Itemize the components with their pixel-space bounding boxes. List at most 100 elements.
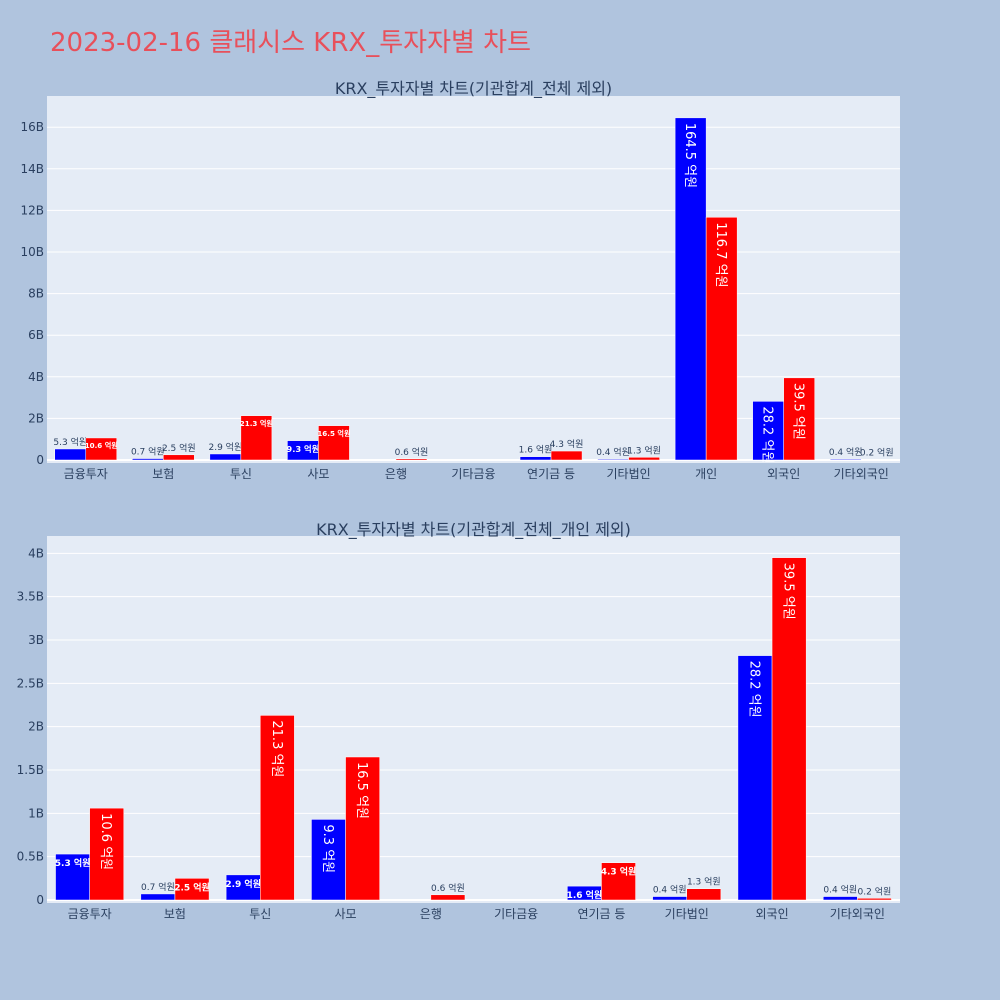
data-label: 21.3 억원 <box>240 419 273 428</box>
bar-series-b <box>395 458 428 461</box>
y-tick-label: 1.5B <box>17 763 44 777</box>
x-tick-label: 기타외국인 <box>830 907 885 921</box>
data-label: 0.4 억원 <box>823 884 857 896</box>
data-label: 116.7 억원 <box>713 222 728 287</box>
bar-series-b <box>771 557 807 901</box>
y-tick-label: 6B <box>28 328 44 342</box>
data-label: 2.9 억원 <box>208 441 242 453</box>
x-tick-label: 연기금 등 <box>527 467 575 481</box>
bar-series-b <box>318 425 350 461</box>
x-tick-label: 보험 <box>152 467 174 481</box>
bar-series-b <box>85 437 118 461</box>
data-label: 28.2 억원 <box>746 661 761 718</box>
data-label: 0.4 억원 <box>829 446 863 458</box>
x-tick-label: 금융투자 <box>64 467 108 481</box>
data-label: 0.4 억원 <box>653 884 687 896</box>
bar-series-a <box>311 819 346 901</box>
data-label: 0.7 억원 <box>131 446 165 458</box>
data-label: 0.2 억원 <box>860 447 894 459</box>
bar-series-a <box>140 893 176 901</box>
data-label: 9.3 억원 <box>320 824 335 873</box>
data-label: 1.3 억원 <box>687 876 721 888</box>
data-label: 2.5 억원 <box>174 881 210 893</box>
bar-series-b <box>857 898 892 901</box>
page-title: 2023-02-16 클래시스 KRX_투자자별 차트 <box>50 28 532 58</box>
bar-series-b <box>260 715 295 901</box>
y-tick-label: 2.5B <box>17 676 44 690</box>
bar-series-b <box>705 217 738 461</box>
bar-series-b <box>174 878 210 901</box>
data-label: 0.2 억원 <box>858 885 892 897</box>
x-tick-label: 기타금융 <box>451 467 495 481</box>
data-label: 0.6 억원 <box>395 446 429 458</box>
data-label: 10.6 억원 <box>85 441 118 450</box>
data-label: 2.5 억원 <box>162 442 196 454</box>
y-tick-label: 0 <box>36 893 44 907</box>
x-tick-label: 투신 <box>230 467 252 481</box>
y-tick-label: 3.5B <box>17 590 44 604</box>
bar-series-b <box>89 807 125 901</box>
y-tick-label: 1B <box>28 806 44 820</box>
data-label: 9.3 억원 <box>286 444 319 454</box>
data-label: 39.5 억원 <box>781 563 796 620</box>
data-label: 2.9 억원 <box>225 878 261 890</box>
chart-title: KRX_투자자별 차트(기관합계_전체_개인 제외) <box>316 520 631 540</box>
bar-series-a <box>55 853 90 901</box>
data-label: 21.3 억원 <box>269 720 284 777</box>
bar-series-a <box>822 896 858 901</box>
bar-series-b <box>783 377 815 461</box>
y-tick-label: 4B <box>28 370 44 384</box>
data-label: 164.5 억원 <box>682 123 697 188</box>
bar-series-b <box>628 457 660 461</box>
data-label: 4.3 억원 <box>550 438 584 450</box>
data-label: 39.5 억원 <box>791 383 806 440</box>
bar-series-b <box>430 894 466 901</box>
data-label: 28.2 억원 <box>760 406 775 463</box>
bar-series-a <box>54 448 87 461</box>
data-label: 1.3 억원 <box>627 444 661 456</box>
bar-series-a <box>829 458 862 461</box>
chart-1: KRX_투자자별 차트(기관합계_전체 제외) 0 2B 4B 6B 8B 10B 12B 14… <box>20 79 900 481</box>
bar-series-b <box>550 450 583 461</box>
data-label: 16.5 억원 <box>317 429 350 438</box>
bar-series-a <box>737 655 773 901</box>
x-tick-label: 외국인 <box>767 467 800 481</box>
chart-2: KRX_투자자별 차트(기관합계_전체_개인 제외) 0 0.5B 1B 1.5B 2B 2… <box>17 520 900 921</box>
data-label: 10.6 억원 <box>98 813 113 870</box>
data-label: 5.3 억원 <box>55 857 91 869</box>
bar-series-b <box>240 415 273 461</box>
bar-series-a <box>209 453 242 461</box>
data-label: 1.6 억원 <box>519 444 553 456</box>
x-tick-label: 보험 <box>164 907 186 921</box>
x-tick-label: 사모 <box>335 907 357 921</box>
x-tick-label: 개인 <box>695 467 717 481</box>
bar-series-b <box>601 862 636 901</box>
x-tick-label: 은행 <box>385 466 407 481</box>
bar-series-a <box>674 117 707 461</box>
data-label: 0.7 억원 <box>141 881 175 893</box>
x-tick-label: 투신 <box>249 907 271 921</box>
y-tick-label: 2B <box>28 720 44 734</box>
bar-series-a <box>519 456 552 461</box>
y-tick-label: 10B <box>20 245 44 259</box>
x-tick-label: 연기금 등 <box>577 907 625 921</box>
bar-series-b <box>686 888 722 901</box>
x-tick-label: 기타외국인 <box>834 467 889 481</box>
x-tick-label: 기타법인 <box>665 907 709 921</box>
chart-title: KRX_투자자별 차트(기관합계_전체 제외) <box>335 79 612 99</box>
data-label: 4.3 억원 <box>601 866 637 878</box>
data-label: 16.5 억원 <box>354 762 369 819</box>
x-tick-label: 기타금융 <box>494 907 538 921</box>
x-tick-label: 금융투자 <box>68 907 112 921</box>
data-label: 5.3 억원 <box>53 436 87 448</box>
y-tick-label: 16B <box>20 120 44 134</box>
y-tick-label: 2B <box>28 411 44 425</box>
y-tick-label: 0.5B <box>17 850 44 864</box>
data-label: 0.4 억원 <box>596 446 630 458</box>
bar-series-b <box>163 454 195 461</box>
bar-series-b <box>345 756 380 901</box>
bar-series-a <box>132 458 164 461</box>
x-tick-label: 외국인 <box>755 907 788 921</box>
x-tick-label: 은행 <box>420 906 442 921</box>
